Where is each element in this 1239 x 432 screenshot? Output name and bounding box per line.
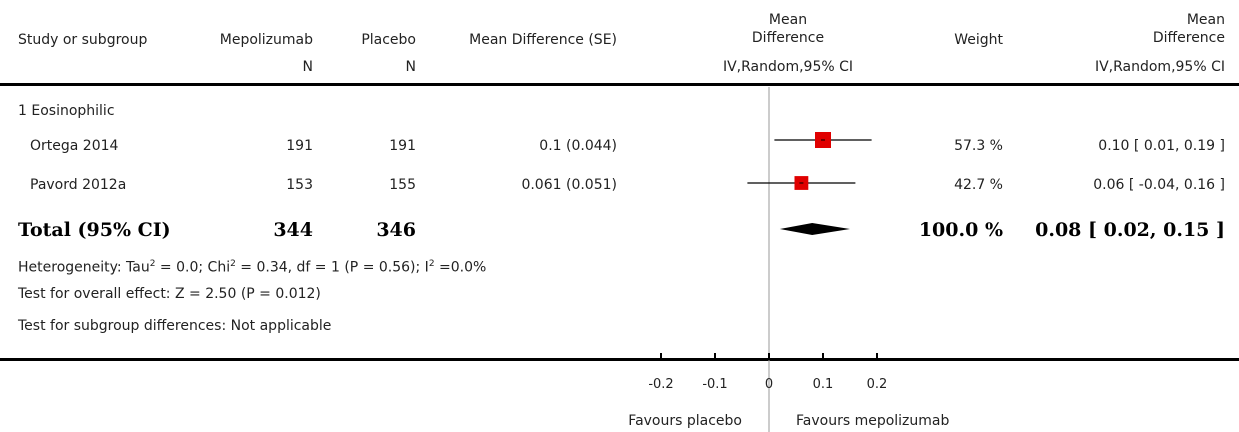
study-name: Ortega 2014 bbox=[30, 138, 119, 154]
subgroup-differences-text: Test for subgroup differences: Not appli… bbox=[18, 318, 332, 334]
pooled-diamond bbox=[779, 223, 850, 235]
footer-rule bbox=[0, 358, 1239, 361]
header-weight: Weight bbox=[954, 32, 1003, 48]
total-n-control: 346 bbox=[376, 219, 416, 241]
header-experimental: Mepolizumab bbox=[219, 32, 313, 48]
favours-right-label: Favours mepolizumab bbox=[796, 413, 950, 429]
study-n-control: 191 bbox=[389, 138, 416, 154]
axis-tick-label: 0.1 bbox=[813, 377, 834, 392]
study-weight: 57.3 % bbox=[954, 138, 1003, 154]
total-ci: 0.08 [ 0.02, 0.15 ] bbox=[1035, 219, 1225, 241]
study-md-se: 0.1 (0.044) bbox=[539, 138, 617, 154]
header-plot-line1: Mean bbox=[768, 12, 808, 28]
header-plot-line2: Difference bbox=[751, 30, 825, 46]
study-md-se: 0.061 (0.051) bbox=[521, 177, 617, 193]
axis-tick-label: 0.2 bbox=[867, 377, 888, 392]
axis-tick-label: 0 bbox=[765, 377, 773, 392]
study-ci: 0.06 [ -0.04, 0.16 ] bbox=[1093, 177, 1225, 193]
header-md-line2: Difference bbox=[1152, 30, 1225, 46]
subgroup-label: 1 Eosinophilic bbox=[18, 103, 115, 119]
study-weight: 42.7 % bbox=[954, 177, 1003, 193]
header-md-se: Mean Difference (SE) bbox=[469, 32, 617, 48]
favours-left-label: Favours placebo bbox=[628, 413, 742, 429]
header-md-method: IV,Random,95% CI bbox=[1094, 59, 1225, 75]
header-n-experimental: N bbox=[302, 59, 313, 75]
heterogeneity-text: Heterogeneity: Tau2 = 0.0; Chi2 = 0.34, … bbox=[18, 259, 487, 276]
axis-tick-label: -0.1 bbox=[702, 377, 727, 392]
axis-tick-label: -0.2 bbox=[648, 377, 673, 392]
header-n-control: N bbox=[405, 59, 416, 75]
study-name: Pavord 2012a bbox=[30, 177, 127, 193]
total-n-experimental: 344 bbox=[273, 219, 313, 241]
header-plot-method: IV,Random,95% CI bbox=[722, 59, 854, 75]
total-label: Total (95% CI) bbox=[18, 219, 171, 241]
header-control: Placebo bbox=[361, 32, 416, 48]
study-n-experimental: 191 bbox=[286, 138, 313, 154]
overall-effect-text: Test for overall effect: Z = 2.50 (P = 0… bbox=[18, 286, 321, 302]
study-n-experimental: 153 bbox=[286, 177, 313, 193]
header-study: Study or subgroup bbox=[18, 32, 148, 48]
study-ci: 0.10 [ 0.01, 0.19 ] bbox=[1098, 138, 1225, 154]
study-n-control: 155 bbox=[389, 177, 416, 193]
header-rule bbox=[0, 83, 1239, 86]
header-md-line1: Mean bbox=[1186, 12, 1225, 28]
total-weight: 100.0 % bbox=[918, 219, 1003, 241]
